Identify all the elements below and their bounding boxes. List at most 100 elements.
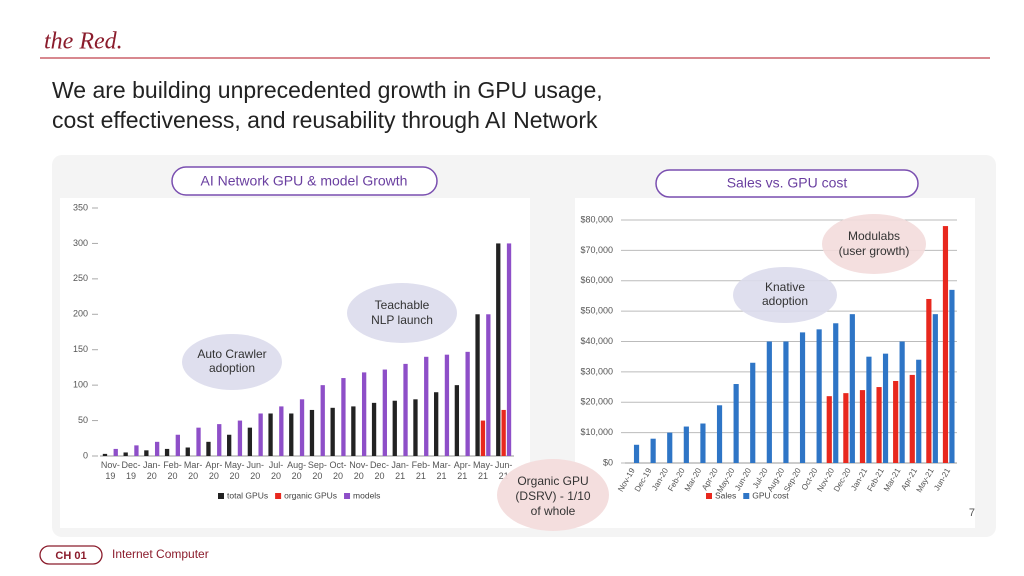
bar [506,243,512,456]
section: Internet Computer [112,547,209,561]
bar [882,353,889,463]
annotation: adoption [209,361,255,375]
bar [258,413,263,456]
bar [279,406,284,456]
bar [480,420,486,456]
bar [893,380,899,463]
legend-label: GPU cost [752,490,789,500]
bar [403,363,408,456]
bar [299,399,305,456]
bar [206,441,211,456]
bar [434,392,439,456]
legend-swatch [706,493,712,499]
bar [247,427,253,456]
bar [413,399,418,456]
bar [217,424,222,456]
y-tick-label: 250 [73,273,88,283]
annotation: Knative [765,280,805,294]
bar [320,385,325,456]
bar [164,448,170,456]
x-tick-label: Mar-21 [432,460,451,481]
chart-bg [60,198,530,528]
bar [237,420,243,456]
y-tick-label: 300 [73,238,88,248]
bar [268,413,273,456]
bar [942,226,949,463]
charts: 050100150200250300350Nov-19Dec-19Jan-20F… [73,202,957,500]
y-tick-label: $80,000 [580,214,613,224]
x-tick-label: May-20 [225,460,245,481]
x-tick-label: May-21 [473,460,493,481]
bar [949,289,955,463]
y-tick-label: $30,000 [580,366,613,376]
bar [175,434,180,456]
bar [454,385,460,456]
x-tick-label: Mar-20 [184,460,203,481]
bar [849,314,855,463]
bar [866,356,872,463]
x-tick-label: Oct-20 [330,460,347,481]
bar [382,369,387,456]
x-tick-label: Sep-20 [308,460,327,481]
bar [351,406,356,456]
x-tick-label: Nov-19 [101,460,120,481]
bar [766,341,772,463]
x-tick-label: Aug-20 [287,460,306,481]
y-tick-label: $60,000 [580,275,613,285]
bar [667,432,673,463]
y-tick-label: 100 [73,380,88,390]
legend-label: organic GPUs [284,490,337,500]
bar [496,243,501,456]
title-line: cost effectiveness, and reusability thro… [52,107,598,133]
annotation: (user growth) [839,244,910,258]
annotation: NLP launch [371,313,433,327]
y-tick-label: $10,000 [580,427,613,437]
bar [843,393,849,463]
bar [123,452,128,456]
bar [859,390,866,463]
bubble [182,334,282,390]
bar [683,426,689,463]
bar [876,387,882,463]
bar [309,409,315,456]
x-tick-label: Dec-19 [122,460,141,481]
chart-title: Sales vs. GPU cost [727,175,848,191]
annotation: Organic GPU [517,474,588,488]
bar [371,402,377,456]
y-tick-label: 200 [73,309,88,319]
bar [899,341,905,463]
bar [444,354,450,456]
bar [330,407,335,456]
bar [816,329,822,463]
legend-label: models [353,490,380,500]
bubble [822,214,926,274]
bar [486,314,491,456]
bar [926,298,932,463]
y-tick-label: 50 [78,415,88,425]
bar [196,427,201,456]
bar [700,423,706,463]
bar [134,445,139,456]
chart-title-box [171,166,438,196]
y-tick-label: $70,000 [580,245,613,255]
annotation: Modulabs [848,229,900,243]
y-tick-label: 350 [73,202,88,212]
x-tick-label: Jun-20 [246,460,264,481]
legend-swatch [743,493,750,499]
x-tick-label: Dec-20 [370,460,389,481]
y-tick-label: 0 [83,450,88,460]
x-tick-label: Jan-20 [143,460,161,481]
bar [501,409,506,456]
annotation: (DSRV) - 1/10 [515,489,590,503]
bar [650,438,656,463]
bubble [497,459,609,531]
bar [826,396,832,463]
title-line: We are building unprecedented growth in … [52,77,603,103]
legend-label: total GPUs [227,490,268,500]
bar [833,323,839,463]
x-tick-label: Jan-21 [391,460,409,481]
bar [185,447,190,456]
page-number: 7 [969,507,975,519]
x-tick-label: Feb-21 [412,460,431,481]
